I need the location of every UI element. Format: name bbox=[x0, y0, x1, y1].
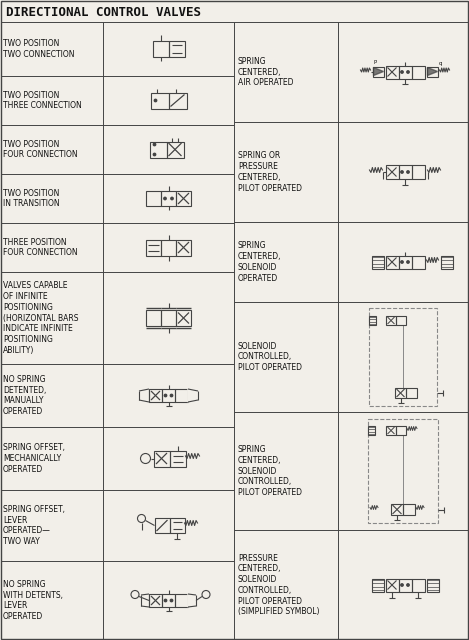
Text: TWO POSITION
TWO CONNECTION: TWO POSITION TWO CONNECTION bbox=[3, 39, 75, 59]
Bar bbox=[426, 579, 439, 591]
Bar bbox=[371, 255, 384, 269]
Bar bbox=[146, 191, 161, 206]
Bar bbox=[176, 239, 191, 255]
Bar bbox=[369, 316, 376, 325]
Bar bbox=[151, 93, 168, 109]
Polygon shape bbox=[428, 67, 438, 76]
Bar bbox=[399, 255, 411, 269]
Bar bbox=[154, 518, 169, 533]
Bar bbox=[175, 594, 188, 607]
Bar bbox=[403, 504, 415, 515]
Bar bbox=[386, 65, 399, 79]
Bar bbox=[166, 141, 183, 157]
Polygon shape bbox=[141, 594, 149, 607]
Polygon shape bbox=[188, 389, 198, 402]
Bar bbox=[149, 594, 162, 607]
Bar bbox=[161, 310, 176, 326]
Text: VALVES CAPABLE
OF INFINITE
POSITIONING
(HORIZONTAL BARS
INDICATE INFINITE
POSITI: VALVES CAPABLE OF INFINITE POSITIONING (… bbox=[3, 281, 78, 355]
Text: SOLENOID
CONTROLLED,
PILOT OPERATED: SOLENOID CONTROLLED, PILOT OPERATED bbox=[238, 342, 302, 372]
Bar bbox=[391, 504, 403, 515]
Bar bbox=[372, 67, 384, 77]
Bar bbox=[150, 141, 166, 157]
Bar bbox=[149, 389, 162, 402]
Bar bbox=[162, 389, 175, 402]
Text: SPRING OR
PRESSURE
CENTERED,
PILOT OPERATED: SPRING OR PRESSURE CENTERED, PILOT OPERA… bbox=[238, 152, 302, 193]
Bar bbox=[411, 165, 424, 179]
Bar bbox=[399, 579, 411, 591]
Circle shape bbox=[154, 99, 157, 102]
Circle shape bbox=[407, 171, 409, 173]
Bar bbox=[162, 594, 175, 607]
Text: SPRING OFFSET,
LEVER
OPERATED—
TWO WAY: SPRING OFFSET, LEVER OPERATED— TWO WAY bbox=[3, 505, 65, 546]
Bar bbox=[168, 41, 184, 57]
Bar bbox=[169, 518, 184, 533]
Bar bbox=[386, 426, 396, 435]
Bar bbox=[396, 316, 406, 325]
Circle shape bbox=[407, 584, 409, 586]
Circle shape bbox=[164, 197, 166, 200]
Bar bbox=[440, 255, 453, 269]
Polygon shape bbox=[139, 389, 149, 402]
Circle shape bbox=[401, 71, 403, 73]
Bar bbox=[176, 191, 191, 206]
Bar bbox=[426, 67, 438, 77]
Circle shape bbox=[401, 171, 403, 173]
Circle shape bbox=[171, 197, 173, 200]
Text: q: q bbox=[439, 61, 442, 65]
Bar bbox=[175, 389, 188, 402]
Bar bbox=[386, 255, 399, 269]
Circle shape bbox=[407, 261, 409, 263]
Bar bbox=[399, 165, 411, 179]
Circle shape bbox=[170, 394, 173, 397]
Polygon shape bbox=[188, 594, 196, 607]
Circle shape bbox=[170, 599, 173, 602]
Bar bbox=[411, 255, 424, 269]
Text: NO SPRING
DETENTED,
MANUALLY
OPERATED: NO SPRING DETENTED, MANUALLY OPERATED bbox=[3, 375, 46, 416]
Bar bbox=[152, 41, 168, 57]
Text: TWO POSITION
THREE CONNECTION: TWO POSITION THREE CONNECTION bbox=[3, 91, 82, 110]
Bar bbox=[176, 310, 191, 326]
Bar bbox=[146, 310, 161, 326]
Bar bbox=[369, 308, 437, 406]
Bar bbox=[399, 65, 411, 79]
Text: PRESSURE
CENTERED,
SOLENOID
CONTROLLED,
PILOT OPERATED
(SIMPLIFIED SYMBOL): PRESSURE CENTERED, SOLENOID CONTROLLED, … bbox=[238, 554, 319, 616]
Text: SPRING
CENTERED,
SOLENOID
OPERATED: SPRING CENTERED, SOLENOID OPERATED bbox=[238, 241, 281, 283]
Bar bbox=[168, 93, 187, 109]
Text: SPRING
CENTERED,
AIR OPERATED: SPRING CENTERED, AIR OPERATED bbox=[238, 57, 294, 87]
Bar bbox=[368, 426, 375, 435]
Text: SPRING
CENTERED,
SOLENOID
CONTROLLED,
PILOT OPERATED: SPRING CENTERED, SOLENOID CONTROLLED, PI… bbox=[238, 445, 302, 497]
Circle shape bbox=[401, 261, 403, 263]
Text: DIRECTIONAL CONTROL VALVES: DIRECTIONAL CONTROL VALVES bbox=[6, 6, 201, 19]
Circle shape bbox=[164, 394, 166, 397]
Bar bbox=[161, 239, 176, 255]
Polygon shape bbox=[373, 67, 384, 76]
Text: NO SPRING
WITH DETENTS,
LEVER
OPERATED: NO SPRING WITH DETENTS, LEVER OPERATED bbox=[3, 580, 63, 621]
Text: P: P bbox=[373, 61, 377, 65]
Bar bbox=[411, 65, 424, 79]
Bar bbox=[406, 388, 417, 398]
Circle shape bbox=[407, 71, 409, 73]
Bar bbox=[368, 419, 438, 523]
Bar bbox=[146, 239, 161, 255]
Bar bbox=[153, 451, 169, 467]
Text: TWO POSITION
FOUR CONNECTION: TWO POSITION FOUR CONNECTION bbox=[3, 140, 78, 159]
Bar bbox=[411, 579, 424, 591]
Bar bbox=[386, 579, 399, 591]
Bar bbox=[161, 191, 176, 206]
Text: SPRING OFFSET,
MECHANICALLY
OPERATED: SPRING OFFSET, MECHANICALLY OPERATED bbox=[3, 444, 65, 474]
Bar bbox=[169, 451, 186, 467]
Text: THREE POSITION
FOUR CONNECTION: THREE POSITION FOUR CONNECTION bbox=[3, 237, 78, 257]
Circle shape bbox=[164, 599, 166, 602]
Circle shape bbox=[153, 154, 156, 156]
Bar bbox=[371, 579, 384, 591]
Circle shape bbox=[401, 584, 403, 586]
Text: TWO POSITION
IN TRANSITION: TWO POSITION IN TRANSITION bbox=[3, 189, 60, 209]
Bar bbox=[395, 388, 406, 398]
Bar bbox=[386, 165, 399, 179]
Bar bbox=[396, 426, 406, 435]
Circle shape bbox=[153, 143, 156, 146]
Bar bbox=[386, 316, 396, 325]
